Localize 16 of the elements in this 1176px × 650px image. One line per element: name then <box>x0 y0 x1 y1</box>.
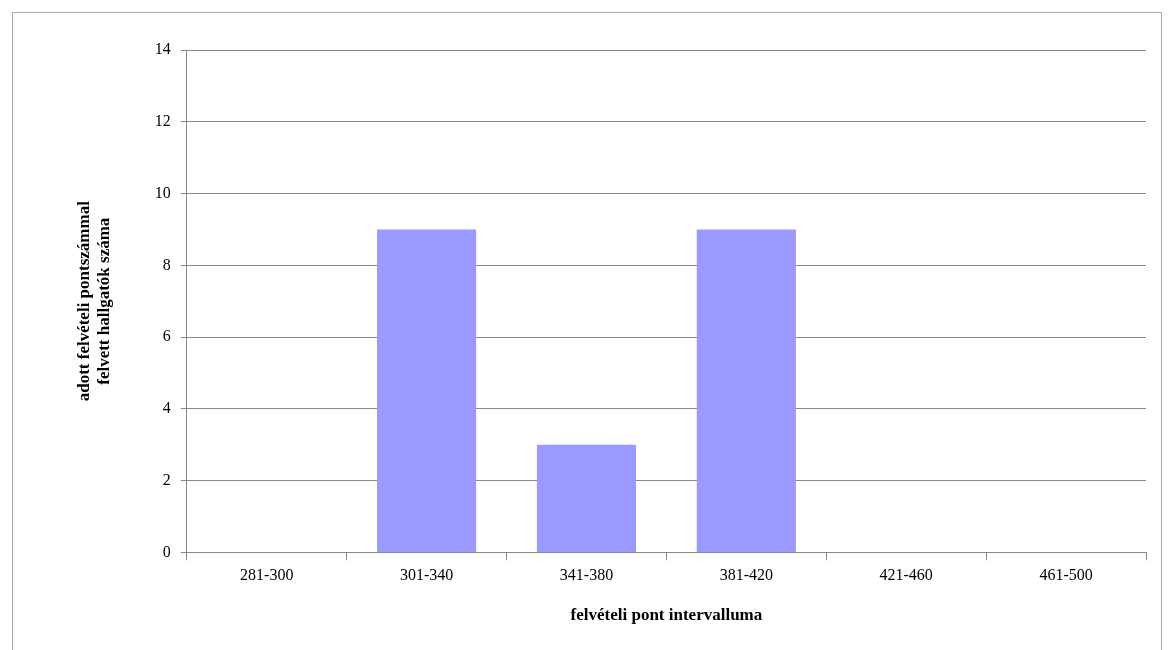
x-tick-label: 381-420 <box>719 566 773 584</box>
x-tick-label: 461-500 <box>1039 566 1093 584</box>
y-tick-label: 8 <box>162 255 171 273</box>
y-tick-label: 4 <box>162 399 171 417</box>
x-tick-label: 421-460 <box>879 566 933 584</box>
y-tick-label: 10 <box>154 183 171 201</box>
y-tick-label: 0 <box>162 542 171 560</box>
x-tick-label: 341-380 <box>559 566 614 584</box>
y-tick-label: 2 <box>162 470 171 488</box>
x-axis-title: felvételi pont intervalluma <box>570 605 763 625</box>
y-axis-title: adott felvételi pontszámmal felvett hallgatók száma <box>73 200 113 402</box>
x-tick-label: 281-300 <box>240 566 294 584</box>
x-tick-label: 301-340 <box>399 566 454 584</box>
y-tick-label: 6 <box>162 327 171 345</box>
y-tick-label: 12 <box>154 111 171 129</box>
y-tick-label: 14 <box>154 40 171 58</box>
